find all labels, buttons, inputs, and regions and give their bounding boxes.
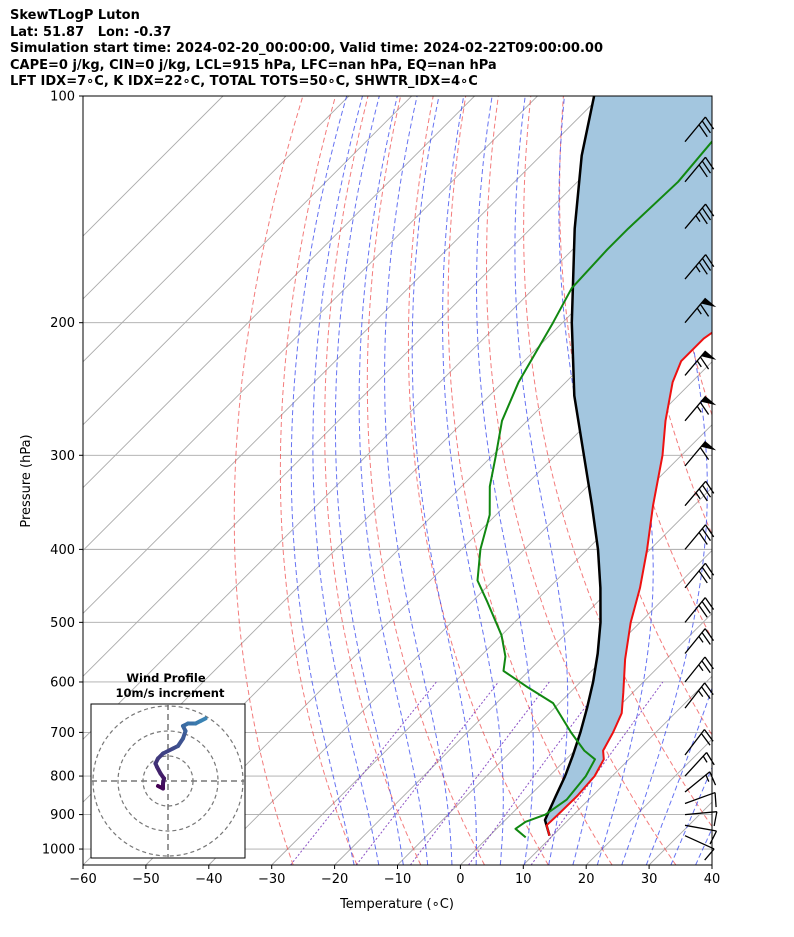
index-line: LFT IDX=7∘C, K IDX=22∘C, TOTAL TOTS=50∘C… (10, 74, 478, 89)
dry-adiabat (324, 96, 422, 865)
wind-barb (684, 656, 714, 683)
mixing-ratio-line (290, 681, 437, 865)
location-line: Lat: 51.87 Lon: -0.37 (10, 24, 172, 40)
dry-adiabat (279, 96, 358, 865)
dry-adiabat (485, 96, 677, 865)
moist-adiabat (621, 96, 708, 865)
moist-adiabat (290, 96, 355, 865)
wind-barb (684, 116, 715, 143)
isotherm-line (83, 96, 287, 300)
dry-adiabat (366, 96, 485, 865)
moist-adiabat (312, 96, 380, 865)
isotherm-line (83, 96, 601, 615)
mixing-ratio-line (530, 681, 664, 865)
dry-adiabat (660, 96, 712, 417)
x-tick-label: −50 (132, 872, 159, 887)
y-tick-label: 300 (50, 449, 75, 464)
y-tick-label: 800 (50, 770, 75, 785)
wind-barbs (684, 116, 718, 861)
wind-barb (684, 752, 715, 777)
moist-adiabat (358, 96, 429, 865)
wind-profile-inset: Wind Profile 10m/s increment (90, 671, 246, 859)
x-tick-label: −30 (258, 872, 285, 887)
mixing-ratio-line (409, 681, 550, 865)
chart-header: SkewTLogP Luton Lat: 51.87 Lon: -0.37 Si… (10, 8, 603, 91)
wind-barb (684, 480, 715, 507)
cape-line: CAPE=0 j/kg, CIN=0 j/kg, LCL=915 hPa, LF… (10, 57, 497, 73)
isotherm-line (145, 298, 712, 865)
y-tick-label: 900 (50, 808, 75, 823)
mixing-ratio-line (468, 681, 605, 865)
isotherm-line (83, 96, 475, 489)
isotherm-line (83, 96, 224, 237)
isotherm-line (83, 96, 664, 677)
moist-adiabat (670, 766, 712, 865)
isotherm-line (83, 96, 413, 426)
y-tick-label: 100 (50, 90, 75, 105)
isotherm-line (711, 864, 712, 865)
isotherm-line (775, 96, 794, 865)
wind-barb (684, 824, 718, 845)
dry-adiabat (447, 96, 613, 865)
isotherm-line (83, 96, 538, 552)
time-line: Simulation start time: 2024-02-20_00:00:… (10, 41, 603, 56)
dry-adiabat (523, 96, 712, 828)
x-tick-label: −20 (321, 872, 348, 887)
moist-adiabat (645, 686, 712, 865)
temperature-line (545, 331, 712, 836)
hodograph (91, 704, 245, 858)
y-tick-label: 200 (50, 316, 75, 331)
x-axis-label: Temperature (∘C) (339, 897, 454, 912)
parcel-profile-line (543, 96, 602, 837)
y-tick-label: 500 (50, 616, 75, 631)
x-tick-label: 30 (641, 872, 658, 887)
y-tick-label: 1000 (42, 843, 75, 858)
y-tick-label: 700 (50, 726, 75, 741)
wind-barb (684, 350, 717, 376)
y-tick-label: 600 (50, 675, 75, 690)
x-tick-label: 0 (456, 872, 464, 887)
inset-subtitle: 10m/s increment (116, 686, 225, 700)
axes: −60 −50 −40 −30 −20 −10 0 10 20 30 40 100 200 300 400 5… (42, 90, 720, 888)
moist-adiabat (442, 96, 504, 865)
hodograph-segment (198, 716, 208, 723)
isotherm-line (522, 675, 712, 865)
isotherm-line (334, 486, 712, 865)
moist-adiabat (384, 96, 453, 865)
x-tick-label: 40 (704, 872, 721, 887)
dewpoint-line (476, 139, 712, 839)
cape-shading (545, 96, 712, 836)
isotherm-line (397, 549, 712, 865)
cin-shaded-area (545, 96, 712, 836)
wind-barb (684, 682, 714, 709)
wind-barb (684, 791, 717, 808)
wind-barb (684, 771, 717, 793)
chart-title: SkewTLogP Luton (10, 8, 140, 23)
isotherm-line (271, 424, 712, 865)
x-tick-label: −10 (384, 872, 411, 887)
moist-adiabat (745, 96, 794, 865)
dry-adiabat (759, 96, 794, 865)
y-tick-label: 400 (50, 543, 75, 558)
wind-barb (684, 597, 715, 623)
x-tick-label: 20 (578, 872, 595, 887)
isotherm-line (83, 96, 350, 363)
profiles (476, 96, 712, 839)
moist-adiabat (334, 96, 404, 865)
inset-title: Wind Profile (126, 671, 206, 685)
dry-adiabat (726, 96, 794, 865)
x-tick-label: −60 (69, 872, 96, 887)
moist-adiabat (720, 96, 794, 865)
moist-adiabat (514, 96, 569, 865)
hodograph-ring (117, 730, 219, 832)
wind-barb (684, 835, 715, 861)
y-axis-label: Pressure (hPa) (19, 434, 34, 527)
dry-adiabat (233, 96, 304, 865)
wind-barb (684, 562, 715, 589)
x-tick-label: −40 (195, 872, 222, 887)
x-tick-label: 10 (515, 872, 532, 887)
dry-adiabat (407, 96, 549, 865)
